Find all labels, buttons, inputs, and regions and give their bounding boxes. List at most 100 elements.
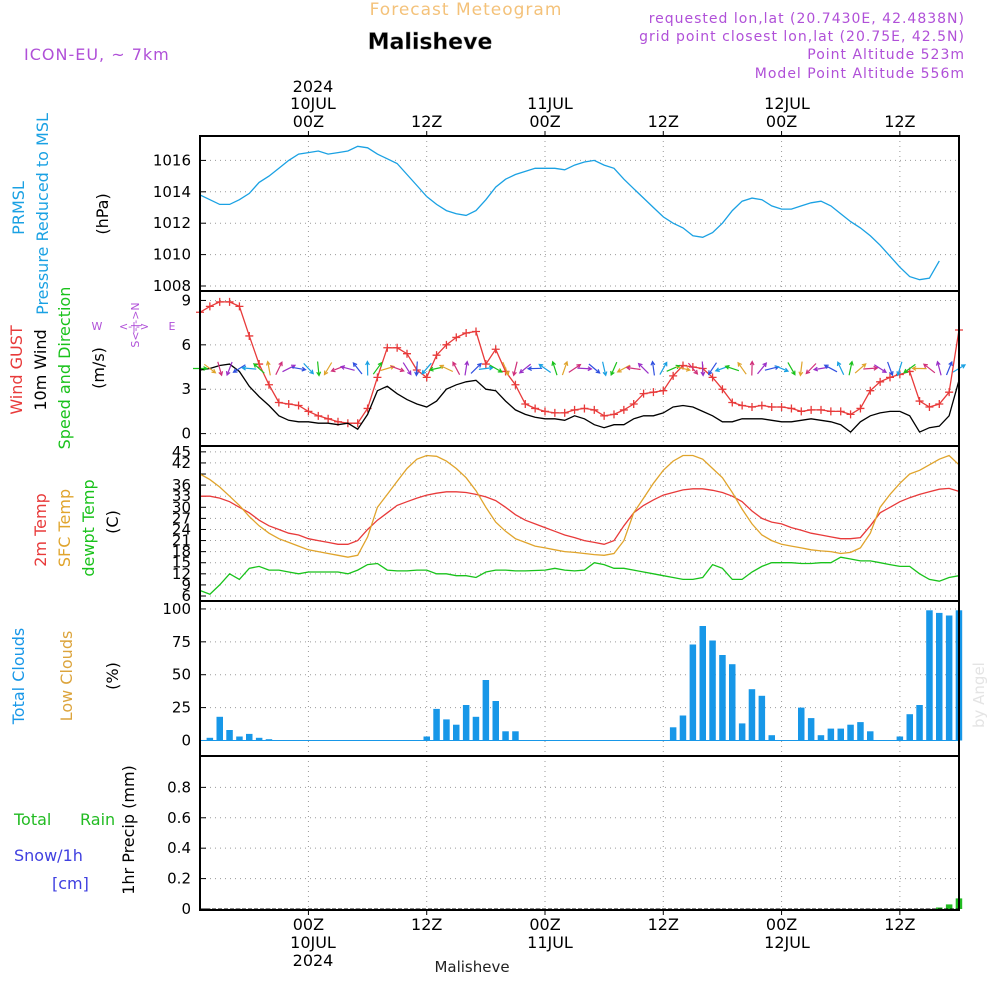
wind-direction-arrow [823, 364, 838, 373]
bar-total-clouds [206, 737, 214, 741]
gust-point-marker [521, 400, 530, 409]
gust-point-marker [826, 407, 835, 416]
gust-point-marker [531, 404, 540, 413]
panel-frame [199, 755, 960, 911]
top-hour-tick-label: 00Z [293, 112, 324, 131]
gust-point-marker [945, 388, 954, 397]
gust-point-marker [876, 377, 885, 386]
temp-sfc-label: SFC Temp [55, 489, 74, 567]
wind-direction-label: Speed and Direction [55, 287, 74, 450]
y-tick-label: 1008 [153, 277, 191, 295]
gust-point-marker [777, 402, 786, 411]
wind-direction-arrow [798, 361, 804, 377]
point-altitude: Point Altitude 523m [807, 47, 965, 63]
temp-dewpt-label: dewpt Temp [79, 479, 98, 576]
bar-total-clouds [709, 640, 716, 741]
bar-total-clouds [867, 731, 874, 741]
y-tick-label: 33 [172, 487, 191, 505]
gust-point-marker [442, 340, 451, 349]
gust-point-marker [797, 407, 806, 416]
total-clouds-label: Total Clouds [9, 628, 28, 726]
gust-point-marker [619, 405, 628, 414]
panel-frame [199, 600, 960, 757]
wind-direction-arrow [225, 361, 233, 377]
bar-total-clouds [817, 735, 825, 741]
gust-point-marker [629, 400, 638, 409]
gust-point-marker [610, 410, 618, 419]
gust-point-marker [807, 405, 816, 414]
bar-total-clouds [462, 705, 470, 741]
bar-total-clouds [216, 716, 223, 741]
series-line-prmsl [199, 145, 940, 281]
wind-direction-arrow [812, 366, 828, 372]
top-date-label: 12JUL [764, 94, 810, 113]
gust-point-marker [748, 402, 756, 411]
y-tick-label: 9 [181, 576, 191, 594]
bar-total-clouds [738, 723, 746, 741]
gust-point-marker [383, 343, 392, 352]
forecast-meteogram-title: Forecast Meteogram [370, 0, 563, 20]
bar-total-clouds [906, 714, 913, 741]
bar-total-clouds [837, 728, 844, 741]
y-tick-label: 42 [172, 454, 191, 472]
top-hour-tick-label: 12Z [411, 112, 442, 131]
wind-direction-arrow [610, 361, 618, 377]
gust-point-marker [215, 297, 224, 306]
wind-direction-arrow [452, 361, 461, 375]
wind-direction-arrow [291, 366, 307, 372]
wind-direction-arrow [625, 365, 641, 371]
clouds-unit-label: (%) [103, 662, 122, 690]
gust-point-marker [245, 331, 254, 340]
bar-total-clouds [748, 689, 756, 741]
y-tick-label: 0 [181, 900, 191, 918]
top-date-label: 10JUL [290, 94, 336, 113]
top-hour-tick-label: 00Z [529, 112, 560, 131]
gust-point-marker [452, 333, 461, 342]
bar-total-clouds [255, 737, 263, 741]
snow-label: Snow/1h [14, 846, 83, 865]
top-time-axis: 2024 10JUL 11JUL 12JUL [290, 77, 810, 113]
gust-point-marker [472, 327, 480, 336]
y-tick-label: 45 [172, 443, 191, 461]
bar-total-clouds [807, 718, 815, 741]
bottom-hour-tick-label: 12Z [411, 915, 442, 934]
wind-direction-arrow [275, 361, 283, 376]
bar-total-clouds [857, 722, 864, 741]
bottom-hour-tick-label: 00Z [293, 915, 324, 934]
top-date-label: 11JUL [527, 94, 573, 113]
bar-total-clouds [729, 664, 736, 741]
gust-point-marker [659, 386, 668, 395]
gust-point-marker [225, 297, 234, 306]
top-year-label: 2024 [293, 77, 334, 96]
wind-direction-arrow [873, 364, 888, 373]
wind-direction-arrow [708, 362, 717, 376]
gust-point-marker [718, 385, 727, 394]
bar-total-clouds [512, 731, 519, 741]
gust-point-marker [669, 371, 678, 380]
wind-direction-arrow [478, 365, 495, 371]
bar-total-clouds [847, 724, 854, 741]
wind-direction-arrow [526, 366, 543, 372]
y-tick-label: 30 [172, 498, 191, 516]
wind-direction-arrow [438, 364, 454, 373]
wind-direction-arrow [749, 360, 755, 376]
wind-direction-arrow [774, 365, 790, 373]
wind-direction-arrow [502, 361, 510, 377]
gust-point-marker [324, 414, 333, 423]
gust-point-marker [728, 398, 737, 407]
gust-point-marker [590, 405, 599, 414]
bottom-hour-tick-label: 12Z [648, 915, 679, 934]
bottom-hour-tick-label: 00Z [766, 915, 797, 934]
gust-point-marker [304, 407, 313, 416]
gust-point-marker [491, 345, 500, 354]
gust-point-marker [422, 373, 431, 382]
bar-total-clouds [482, 680, 490, 741]
y-tick-label: 36 [172, 476, 191, 494]
bottom-date-label: 11JUL [527, 933, 573, 952]
wind-direction-arrow [464, 360, 470, 376]
wind-direction-arrow [339, 365, 355, 371]
bar-total-clouds [433, 708, 440, 741]
wind-direction-arrow [518, 363, 532, 374]
wind-direction-arrow [232, 364, 246, 373]
gust-point-marker [550, 408, 559, 417]
